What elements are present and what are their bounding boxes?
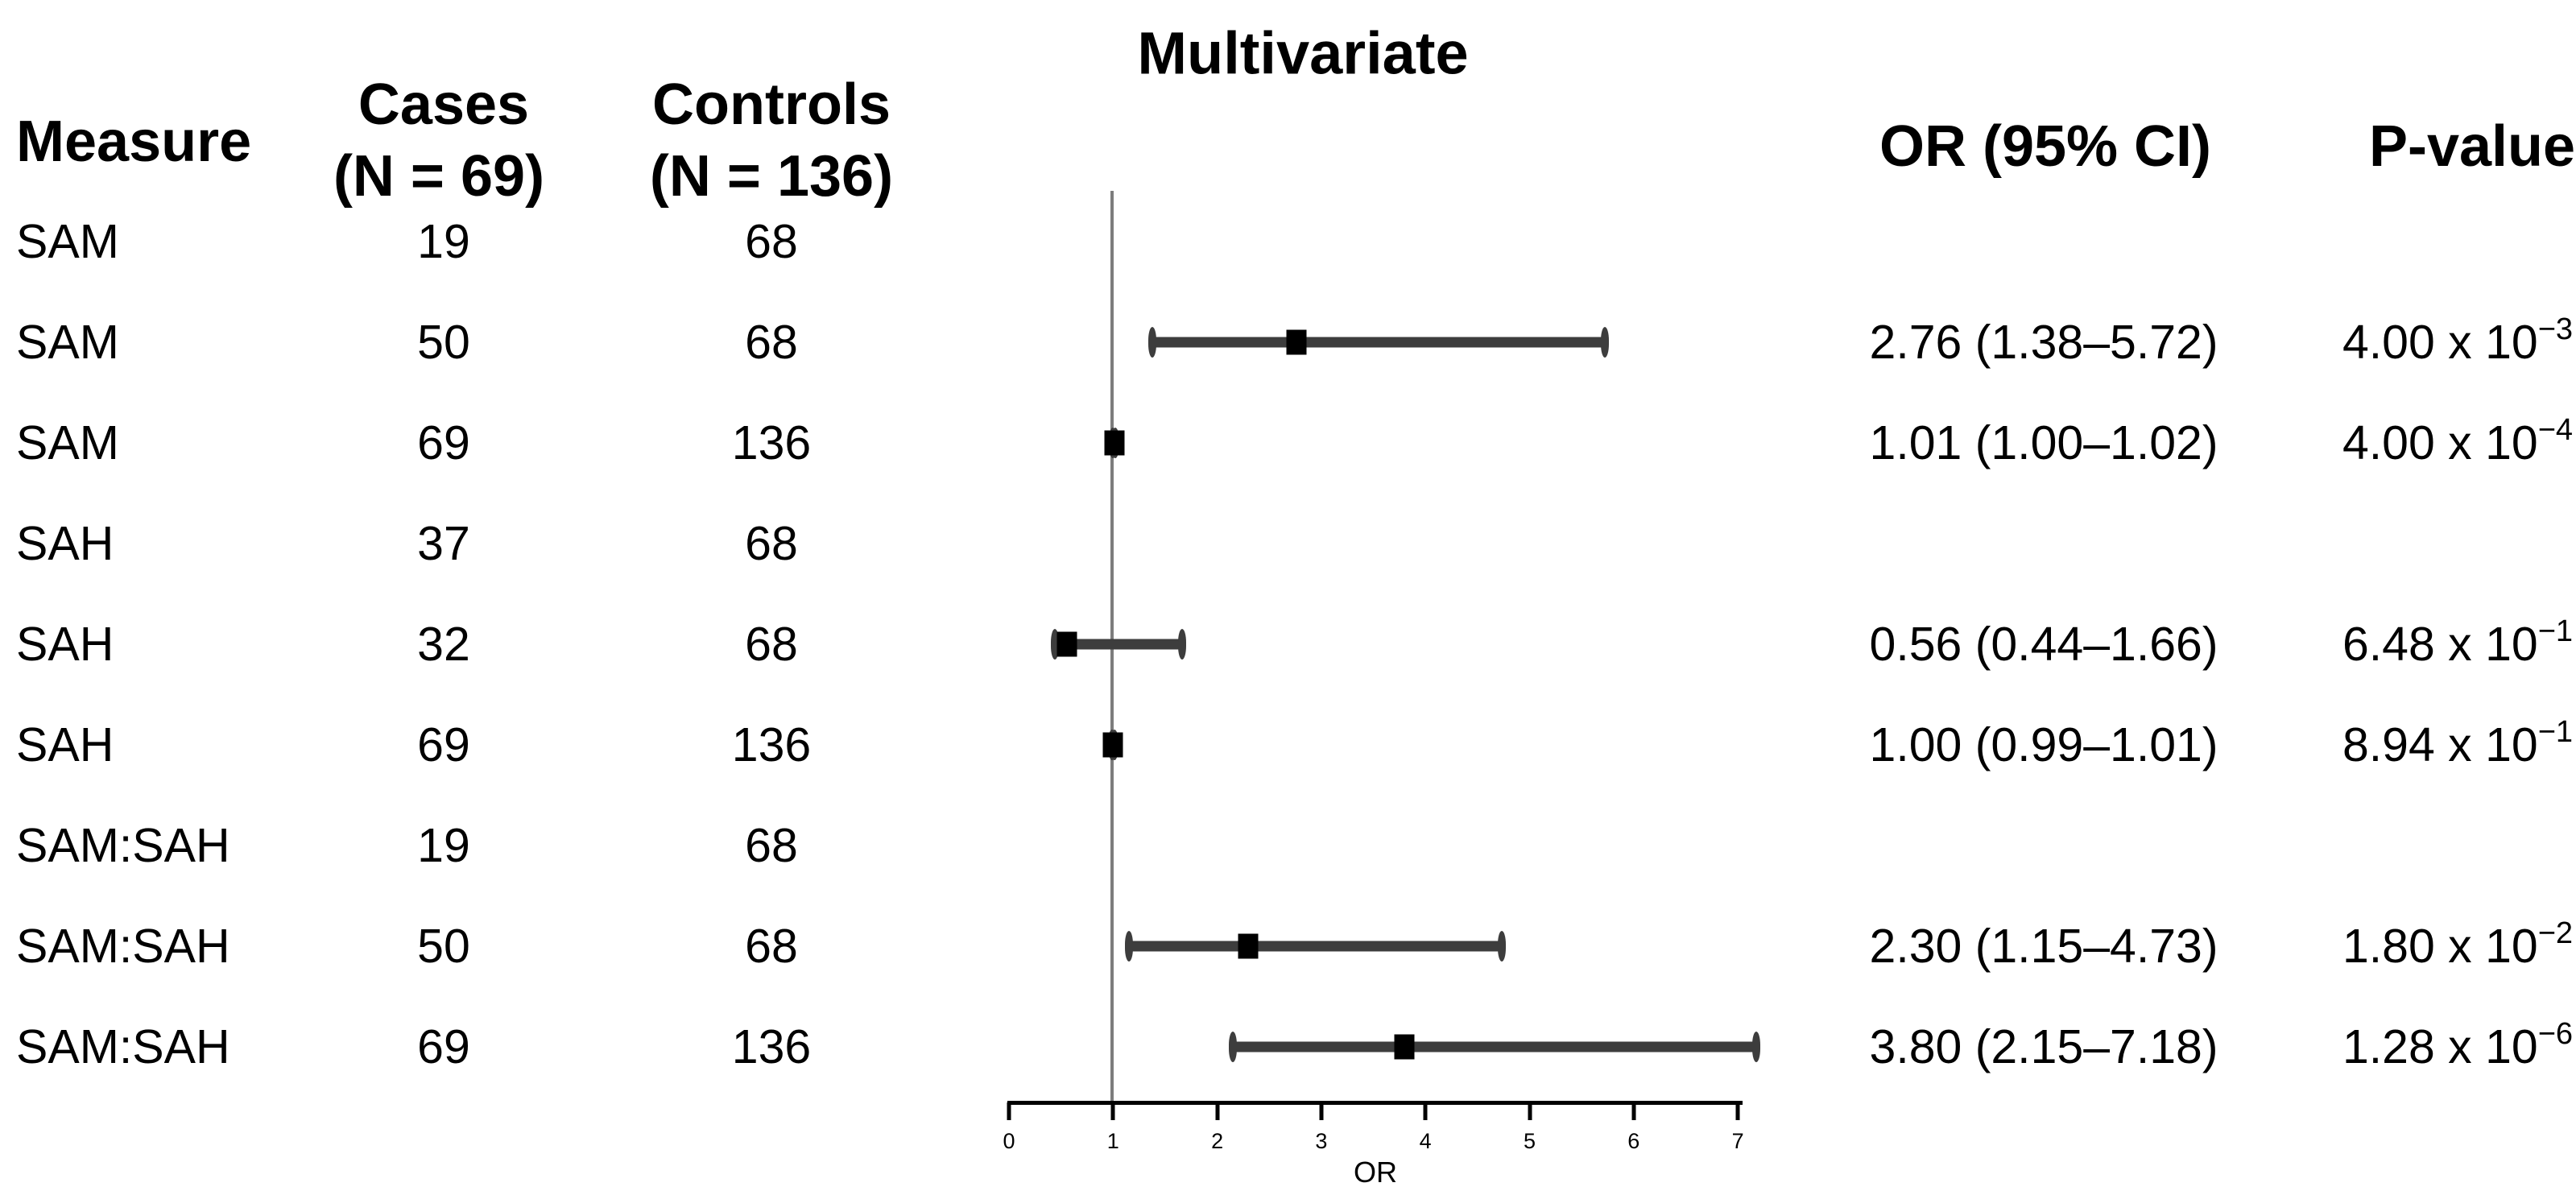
row-or-ci: 2.30 (1.15–4.73) [1869, 920, 2218, 973]
ci-cap-high [1600, 327, 1609, 358]
row-measure: SAM:SAH [16, 1020, 230, 1073]
row-or-ci: 2.76 (1.38–5.72) [1869, 316, 2218, 369]
ci-cap-low [1124, 931, 1133, 961]
row-cases: 19 [417, 215, 470, 268]
x-axis-tick [1423, 1102, 1428, 1120]
or-point-marker [1394, 1034, 1415, 1060]
ci-bar [1152, 337, 1605, 348]
p-value-base: 6.48 x 10 [2342, 618, 2538, 671]
row-measure: SAH [16, 718, 114, 771]
row-controls: 136 [731, 416, 812, 469]
p-value-base: 8.94 x 10 [2342, 718, 2538, 771]
row-controls: 68 [745, 316, 798, 369]
ci-cap-high [1497, 931, 1506, 961]
p-value-exponent: −1 [2537, 614, 2574, 648]
row-measure: SAM [16, 215, 119, 268]
or-point-marker [1104, 430, 1125, 456]
row-controls: 136 [731, 1020, 812, 1073]
row-p-value: 6.48 x 10−1 [2342, 614, 2574, 672]
or-point-marker [1102, 732, 1123, 758]
column-header-controls-line1: Controls [652, 72, 891, 137]
row-p-value: 4.00 x 10−3 [2342, 312, 2574, 370]
x-axis-label: OR [1354, 1156, 1397, 1189]
ci-cap-high [1752, 1032, 1761, 1062]
x-axis-tick [1735, 1102, 1740, 1120]
or-point-marker [1286, 329, 1307, 355]
row-controls: 68 [745, 819, 798, 872]
row-controls: 68 [745, 618, 798, 671]
x-axis-tick-label: 4 [1419, 1129, 1432, 1153]
column-header-controls-line2: (N = 136) [649, 144, 894, 209]
p-value-exponent: −1 [2537, 715, 2574, 749]
x-axis-line [1007, 1101, 1743, 1105]
or-point-marker [1056, 631, 1077, 657]
row-cases: 19 [417, 819, 470, 872]
x-axis-tick [1319, 1102, 1324, 1120]
row-controls: 68 [745, 920, 798, 973]
row-or-ci: 3.80 (2.15–7.18) [1869, 1020, 2218, 1073]
row-cases: 50 [417, 920, 470, 973]
p-value-base: 1.28 x 10 [2342, 1020, 2538, 1073]
row-cases: 69 [417, 718, 470, 771]
x-axis-tick-label: 5 [1523, 1129, 1536, 1153]
row-or-ci: 1.00 (0.99–1.01) [1869, 718, 2218, 771]
ci-cap-low [1050, 629, 1059, 660]
ci-bar [1232, 1041, 1757, 1052]
x-axis-tick [1110, 1102, 1115, 1120]
x-axis-tick-label: 7 [1731, 1129, 1744, 1153]
row-cases: 37 [417, 517, 470, 570]
p-value-exponent: −2 [2537, 916, 2574, 950]
p-value-exponent: −3 [2537, 312, 2574, 346]
figure-title: Multivariate [1137, 19, 1469, 87]
row-or-ci: 0.56 (0.44–1.66) [1869, 618, 2218, 671]
column-header-cases-line1: Cases [358, 72, 530, 137]
p-value-base: 1.80 x 10 [2342, 920, 2538, 973]
ci-bar [1054, 639, 1182, 650]
x-axis-tick-label: 2 [1211, 1129, 1224, 1153]
ci-bar [1128, 941, 1502, 952]
p-value-base: 4.00 x 10 [2342, 416, 2538, 469]
p-value-base: 4.00 x 10 [2342, 316, 2538, 369]
row-measure: SAM [16, 316, 119, 369]
row-p-value: 1.80 x 10−2 [2342, 916, 2574, 974]
row-measure: SAM:SAH [16, 819, 230, 872]
x-axis-tick-label: 1 [1106, 1129, 1119, 1153]
column-header-measure: Measure [16, 110, 252, 174]
row-p-value: 4.00 x 10−4 [2342, 413, 2574, 470]
row-or-ci: 1.01 (1.00–1.02) [1869, 416, 2218, 469]
row-measure: SAH [16, 517, 114, 570]
row-cases: 50 [417, 316, 470, 369]
x-axis-tick-label: 3 [1315, 1129, 1328, 1153]
row-controls: 136 [731, 718, 812, 771]
row-measure: SAH [16, 618, 114, 671]
ci-cap-low [1228, 1032, 1237, 1062]
row-p-value: 8.94 x 10−1 [2342, 715, 2574, 772]
row-cases: 32 [417, 618, 470, 671]
x-axis-tick [1215, 1102, 1220, 1120]
row-controls: 68 [745, 215, 798, 268]
row-controls: 68 [745, 517, 798, 570]
row-p-value: 1.28 x 10−6 [2342, 1017, 2574, 1074]
p-value-exponent: −6 [2537, 1017, 2574, 1051]
row-measure: SAM:SAH [16, 920, 230, 973]
x-axis-tick [1631, 1102, 1636, 1120]
ci-cap-low [1148, 327, 1157, 358]
ci-cap-high [1177, 629, 1186, 660]
p-value-exponent: −4 [2537, 413, 2574, 447]
row-cases: 69 [417, 1020, 470, 1073]
column-header-cases-line2: (N = 69) [333, 144, 545, 209]
column-header-or-ci: OR (95% CI) [1879, 114, 2212, 179]
column-header-p-value: P-value [2368, 114, 2576, 179]
x-axis-tick [1528, 1102, 1532, 1120]
or-point-marker [1238, 933, 1259, 959]
x-axis-tick-label: 6 [1627, 1129, 1640, 1153]
x-axis-tick [1007, 1102, 1011, 1120]
row-measure: SAM [16, 416, 119, 469]
x-axis-tick-label: 0 [1003, 1129, 1015, 1153]
row-cases: 69 [417, 416, 470, 469]
